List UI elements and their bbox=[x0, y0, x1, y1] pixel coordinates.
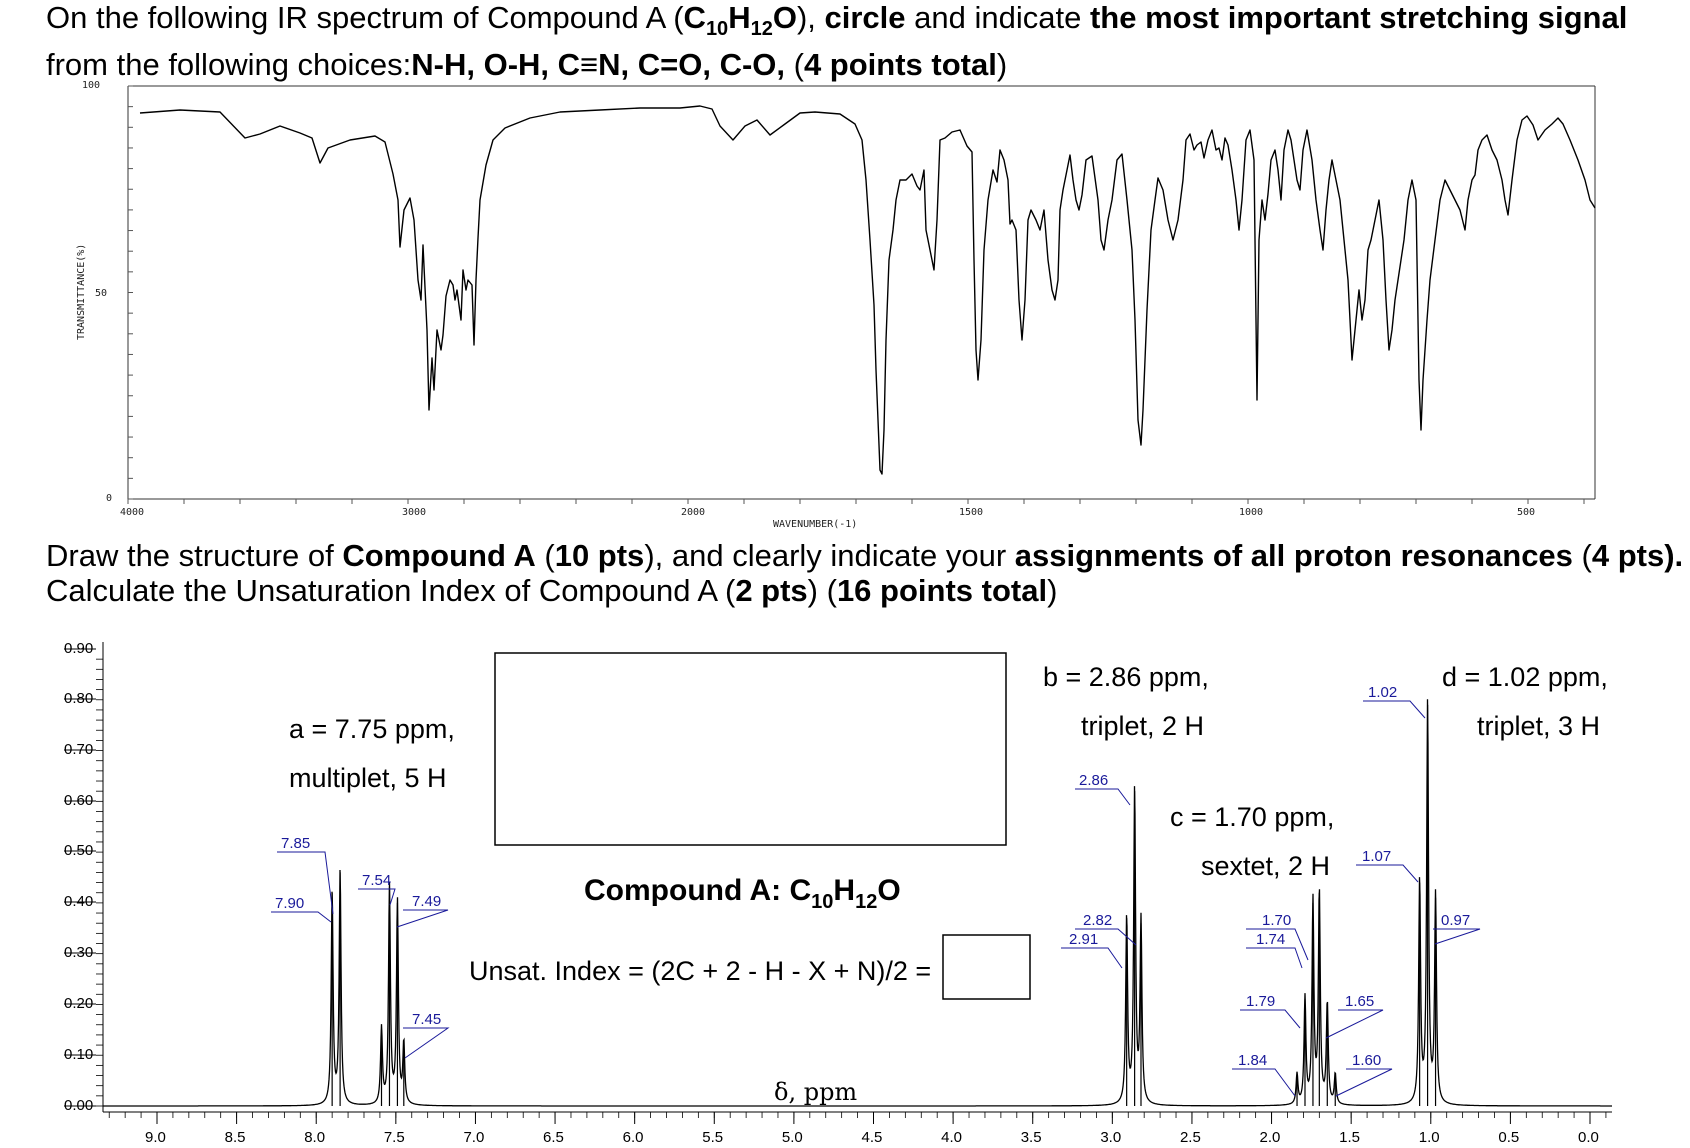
nmr-xtick-label: 9.0 bbox=[145, 1129, 166, 1146]
unsat-index-answer-box[interactable] bbox=[942, 934, 1031, 1000]
ir-xtick-4000: 4000 bbox=[120, 507, 144, 518]
ir-minor-ticks bbox=[127, 85, 1585, 504]
nmr-minor-ticks bbox=[96, 658, 1607, 1118]
annotation-a-mult: multiplet, 5 H bbox=[289, 763, 447, 793]
nmr-peak-labels: 7.85 7.90 7.54 7.49 7.45 2.86 2.82 2.91 … bbox=[275, 684, 1470, 1069]
nmr-xlabel: δ, ppm bbox=[774, 1078, 857, 1106]
nmr-xtick-label: 6.5 bbox=[543, 1129, 564, 1146]
question-2-text: Draw the structure of Compound A (10 pts… bbox=[46, 538, 1684, 608]
annotation-b-shift: b = 2.86 ppm, bbox=[1043, 662, 1209, 692]
peak-label-7.90: 7.90 bbox=[275, 895, 304, 912]
svg-text:0.20: 0.20 bbox=[64, 995, 93, 1012]
nmr-xtick-label: 7.0 bbox=[463, 1129, 484, 1146]
nmr-xtick-label: 4.0 bbox=[941, 1129, 962, 1146]
svg-text:0.00: 0.00 bbox=[64, 1097, 93, 1114]
nmr-xtick-label: 7.5 bbox=[384, 1129, 405, 1146]
nmr-ytick: 0.00 bbox=[64, 1097, 96, 1114]
ir-ylabel: TRANSMITTANCE(%) bbox=[76, 244, 87, 340]
nmr-xtick-label: 0.0 bbox=[1578, 1129, 1599, 1146]
ir-xtick-3000: 3000 bbox=[402, 507, 426, 518]
nmr-ytick: 0.40 bbox=[64, 893, 96, 910]
nmr-xtick-label: 2.5 bbox=[1180, 1129, 1201, 1146]
ir-xtick-500: 500 bbox=[1517, 507, 1535, 518]
svg-text:0.30: 0.30 bbox=[64, 944, 93, 961]
svg-text:0.10: 0.10 bbox=[64, 1046, 93, 1063]
nmr-xtick-label: 3.5 bbox=[1021, 1129, 1042, 1146]
ir-xtick-1000: 1000 bbox=[1239, 507, 1263, 518]
nmr-x-axis: 9.0 8.5 8.0 7.5 7.0 6.5 6.0 5.5 5.0 4.5 4.0 3.5 3.0 2… bbox=[145, 1112, 1599, 1146]
peak-label-1.79: 1.79 bbox=[1246, 993, 1275, 1010]
svg-text:0.80: 0.80 bbox=[64, 690, 93, 707]
nmr-xtick-label: 1.0 bbox=[1419, 1129, 1440, 1146]
peak-label-1.02: 1.02 bbox=[1368, 684, 1397, 701]
nmr-peaks bbox=[103, 699, 1612, 1107]
annotation-a-shift: a = 7.75 ppm, bbox=[289, 714, 455, 744]
ir-plot-frame bbox=[127, 85, 1596, 500]
annotation-d-shift: d = 1.02 ppm, bbox=[1442, 662, 1608, 692]
ir-transmittance-trace bbox=[139, 105, 1596, 475]
peak-label-0.97: 0.97 bbox=[1441, 912, 1470, 929]
annotation-c-mult: sextet, 2 H bbox=[1201, 851, 1330, 881]
ir-xlabel: WAVENUMBER(-1) bbox=[773, 519, 857, 530]
peak-label-1.84: 1.84 bbox=[1238, 1052, 1267, 1069]
nmr-ytick: 0.30 bbox=[64, 944, 96, 961]
structure-answer-box[interactable] bbox=[494, 652, 1007, 846]
question-1-text: On the following IR spectrum of Compound… bbox=[46, 0, 1628, 83]
compound-label: Compound A: C10H12O bbox=[584, 874, 901, 913]
nmr-xtick-label: 6.0 bbox=[623, 1129, 644, 1146]
nmr-xtick-label: 8.0 bbox=[304, 1129, 325, 1146]
svg-text:0.90: 0.90 bbox=[64, 640, 93, 657]
nmr-xtick-label: 4.5 bbox=[862, 1129, 883, 1146]
svg-text:0.40: 0.40 bbox=[64, 893, 93, 910]
peak-label-1.65: 1.65 bbox=[1345, 993, 1374, 1010]
ir-ytick-0: 0 bbox=[106, 493, 112, 504]
nmr-ytick: 0.60 bbox=[64, 792, 96, 809]
svg-text:0.70: 0.70 bbox=[64, 741, 93, 758]
ir-ytick-50: 50 bbox=[95, 288, 107, 299]
peak-label-2.82: 2.82 bbox=[1083, 912, 1112, 929]
peak-label-7.49: 7.49 bbox=[412, 893, 441, 910]
nmr-ytick: 0.80 bbox=[64, 690, 96, 707]
peak-label-1.70: 1.70 bbox=[1262, 912, 1291, 929]
nmr-spectrum-trace bbox=[103, 699, 1612, 1107]
annotation-b-mult: triplet, 2 H bbox=[1081, 711, 1204, 741]
nmr-xtick-label: 0.5 bbox=[1498, 1129, 1519, 1146]
nmr-xtick-label: 1.5 bbox=[1339, 1129, 1360, 1146]
peak-label-7.85: 7.85 bbox=[281, 835, 310, 852]
nmr-ytick: 0.20 bbox=[64, 995, 96, 1012]
peak-label-7.54: 7.54 bbox=[362, 872, 391, 889]
nmr-annotations: a = 7.75 ppm, multiplet, 5 H b = 2.86 pp… bbox=[289, 662, 1608, 881]
ir-xtick-2000: 2000 bbox=[681, 507, 705, 518]
annotation-c-shift: c = 1.70 ppm, bbox=[1170, 802, 1334, 832]
nmr-xtick-label: 5.0 bbox=[782, 1129, 803, 1146]
nmr-xtick-label: 2.0 bbox=[1260, 1129, 1281, 1146]
nmr-leader-lines bbox=[271, 700, 1481, 1097]
nmr-ytick: 0.50 bbox=[64, 842, 96, 859]
nmr-xtick-label: 8.5 bbox=[225, 1129, 246, 1146]
peak-label-1.74: 1.74 bbox=[1256, 931, 1285, 948]
peak-label-1.07: 1.07 bbox=[1362, 848, 1391, 865]
annotation-d-mult: triplet, 3 H bbox=[1477, 711, 1600, 741]
nmr-ytick: 0.70 bbox=[64, 741, 96, 758]
peak-label-2.91: 2.91 bbox=[1069, 931, 1098, 948]
peak-label-1.60: 1.60 bbox=[1352, 1052, 1381, 1069]
peak-label-7.45: 7.45 bbox=[412, 1011, 441, 1028]
svg-text:0.50: 0.50 bbox=[64, 842, 93, 859]
svg-text:0.60: 0.60 bbox=[64, 792, 93, 809]
nmr-xtick-label: 3.0 bbox=[1100, 1129, 1121, 1146]
nmr-plot-frame bbox=[102, 642, 1612, 1113]
peak-label-2.86: 2.86 bbox=[1079, 772, 1108, 789]
nmr-ytick: 0.90 bbox=[64, 640, 96, 657]
nmr-y-axis: 0.90 0.80 0.70 0.60 0.50 0.40 0.30 0.20 … bbox=[64, 640, 96, 1114]
nmr-xtick-label: 5.5 bbox=[702, 1129, 723, 1146]
nmr-ytick: 0.10 bbox=[64, 1046, 96, 1063]
ir-xtick-1500: 1500 bbox=[959, 507, 983, 518]
unsat-index-formula: Unsat. Index = (2C + 2 - H - X + N)/2 = bbox=[469, 956, 931, 986]
